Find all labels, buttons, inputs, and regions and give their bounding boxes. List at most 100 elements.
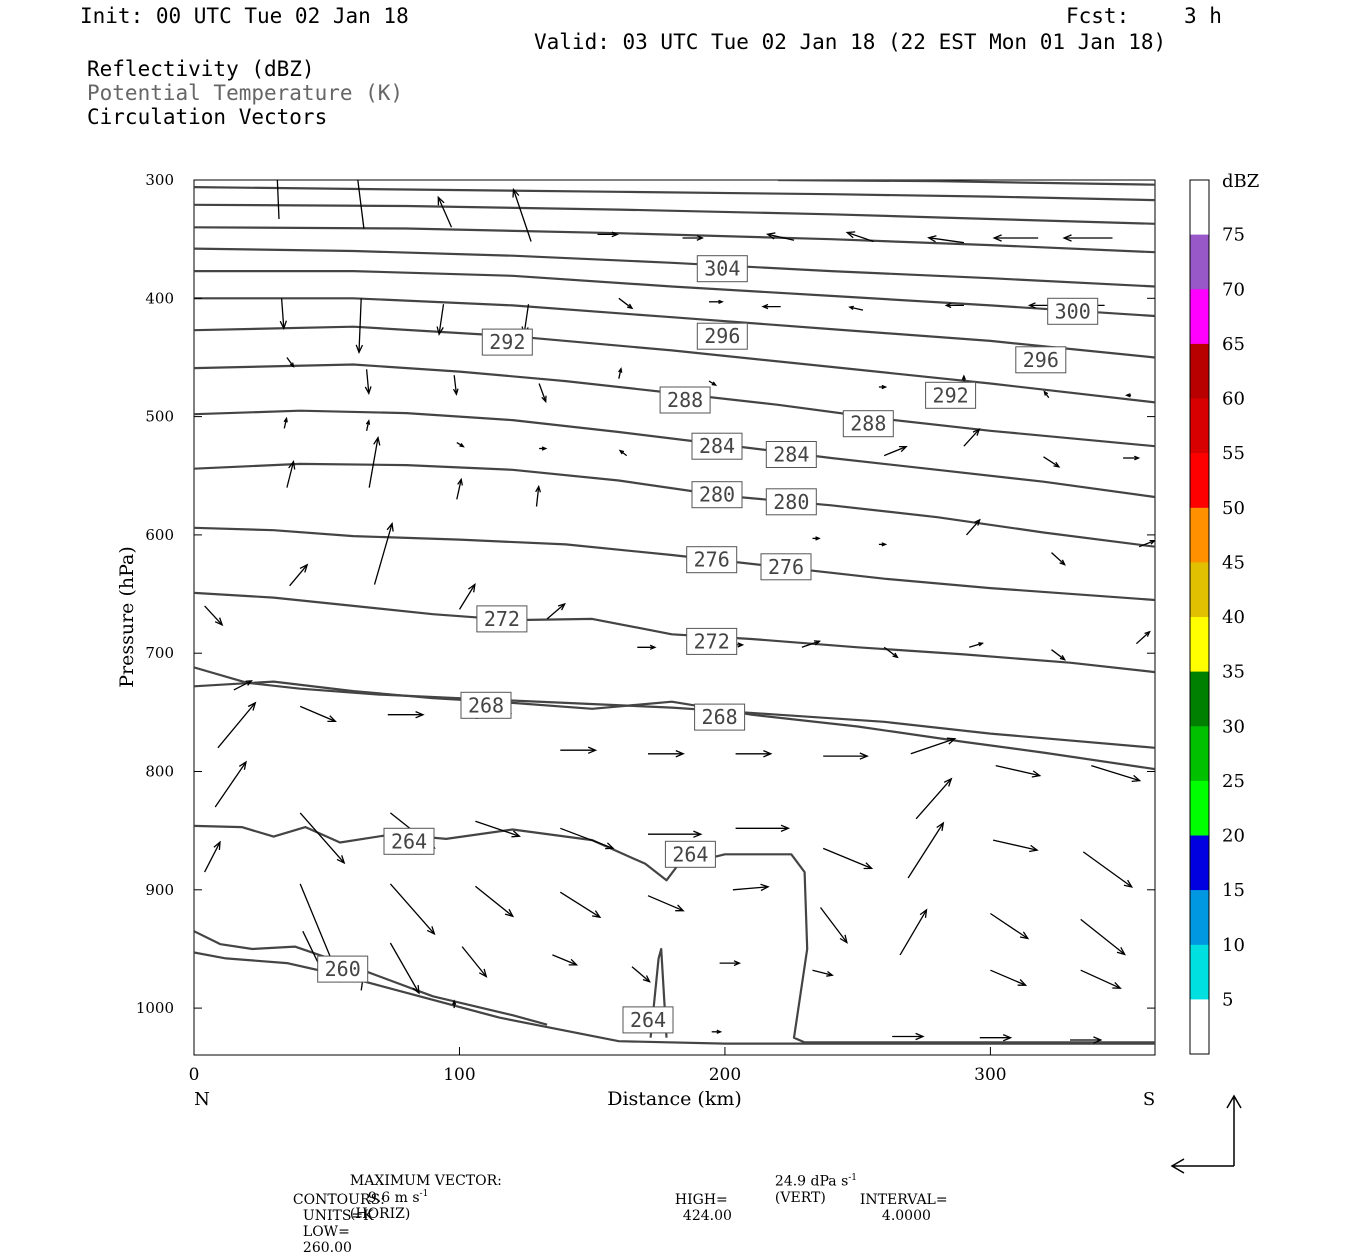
colorbar-label: 25 <box>1222 771 1245 792</box>
y-tick-label: 400 <box>145 289 174 307</box>
x-tick-label: 200 <box>709 1065 741 1085</box>
contour-label: 284 <box>773 443 809 467</box>
theta-contour-312 <box>194 203 1155 225</box>
contour-label: 292 <box>933 383 969 407</box>
contour-label-box <box>760 553 812 581</box>
circulation-vector <box>961 374 967 382</box>
circulation-vector <box>761 303 781 310</box>
contour-label-box <box>765 441 817 468</box>
forecast-hour: 3 h <box>1184 4 1222 28</box>
y-tick-label: 300 <box>145 171 174 189</box>
contour-label: 292 <box>489 330 525 354</box>
contour-label: 276 <box>694 548 730 572</box>
circulation-vector <box>892 1032 925 1041</box>
contours-label: CONTOURS: <box>292 1192 385 1208</box>
contour-label: 272 <box>694 629 730 653</box>
circulation-vector <box>963 427 981 447</box>
horiz-exponent: -1 <box>419 1189 429 1199</box>
contour-label: 280 <box>773 490 809 514</box>
colorbar-label: 70 <box>1222 279 1245 300</box>
circulation-vector <box>990 969 1028 986</box>
circulation-vector <box>279 298 288 330</box>
contour-label-box <box>694 703 746 731</box>
circulation-vector <box>560 827 615 850</box>
field-reflectivity: Reflectivity (dBZ) <box>87 57 315 81</box>
colorbar-label: 50 <box>1222 498 1245 519</box>
colorbar-swatch <box>1190 726 1209 782</box>
contour-label-box <box>622 1006 674 1034</box>
theta-contour-292 <box>194 325 1155 404</box>
circulation-vector <box>276 180 280 220</box>
circulation-vector <box>355 298 364 354</box>
circulation-vector <box>1125 393 1132 398</box>
colorbar-label: 20 <box>1222 826 1245 847</box>
contour-labels: 304 300 292 296 296 292 288 288 284 284 280 280 276 2… <box>317 255 1099 1034</box>
theta-contour-280 <box>194 462 1155 548</box>
circulation-vector <box>648 830 703 838</box>
colorbar-swatch <box>1190 835 1209 891</box>
x-tick-label: 0 <box>189 1065 200 1085</box>
circulation-vector <box>1080 969 1122 989</box>
contour-label: 300 <box>1055 299 1091 323</box>
high-label: HIGH= <box>674 1192 728 1208</box>
circulation-vector <box>283 416 288 429</box>
circulation-vector <box>618 367 623 379</box>
valid-time: Valid: 03 UTC Tue 02 Jan 18 (22 EST Mon … <box>534 30 1167 54</box>
contour-label-box <box>765 488 817 516</box>
vert-exponent: -1 <box>848 1173 858 1183</box>
theta-contour-308 <box>194 226 1155 254</box>
theta-contour-272 <box>194 591 1155 674</box>
circulation-vector <box>732 883 770 892</box>
colorbar-label: 75 <box>1222 225 1245 246</box>
high-value: 424.00 <box>682 1208 732 1224</box>
init-time: Init: 00 UTC Tue 02 Jan 18 <box>80 4 409 28</box>
circulation-vector <box>823 752 869 760</box>
circulation-vector <box>389 942 420 995</box>
circulation-vector <box>357 180 365 229</box>
circulation-vector <box>456 442 465 448</box>
contour-label-box <box>691 432 743 460</box>
colorbar-frame <box>1189 179 1210 1055</box>
theta-contour-304 <box>194 247 1155 288</box>
contour-label-box <box>696 255 748 283</box>
circulation-vector <box>1091 764 1142 783</box>
circulation-vector <box>560 746 598 754</box>
circulation-vector <box>217 701 257 749</box>
circulation-vector <box>995 764 1042 778</box>
circulation-vector <box>1070 1036 1103 1044</box>
circulation-vector <box>708 380 718 386</box>
circulation-vector <box>1043 390 1050 399</box>
circulation-vector <box>299 883 334 966</box>
circulation-vector <box>765 232 795 241</box>
contour-label-box <box>460 691 512 719</box>
colorbar-label: 60 <box>1222 389 1245 410</box>
colorbar-swatch <box>1190 453 1209 509</box>
circulation-vector <box>1051 552 1066 566</box>
colorbar-label: 35 <box>1222 662 1245 683</box>
circulation-vector <box>1135 630 1151 645</box>
circulation-vector <box>1051 649 1067 661</box>
circulation-vector <box>907 821 945 879</box>
circulation-vector <box>735 824 791 832</box>
theta-contour-262 <box>194 930 548 1026</box>
circulation-vector <box>546 602 566 620</box>
circulation-vector <box>299 812 346 865</box>
contour-label-box <box>383 827 435 855</box>
circulation-vector <box>915 777 953 820</box>
y-tick-label: 700 <box>145 644 174 662</box>
circulation-vector <box>452 375 459 396</box>
circulation-vector <box>289 563 309 587</box>
contour-label: 304 <box>704 257 740 281</box>
circulation-vector <box>1123 455 1141 461</box>
colorbar-label: 65 <box>1222 334 1245 355</box>
low-label: LOW= <box>302 1224 350 1240</box>
circulation-vector <box>812 536 821 541</box>
contour-label-box <box>925 381 977 409</box>
colorbar-swatch <box>1190 944 1209 1000</box>
circulation-vector <box>979 1034 1013 1042</box>
y-tick-label: 500 <box>145 408 174 426</box>
circulation-vector <box>631 966 651 983</box>
field-potential-temperature: Potential Temperature (K) <box>87 81 404 105</box>
circulation-vector <box>1138 539 1155 548</box>
circulation-vector <box>387 711 425 719</box>
